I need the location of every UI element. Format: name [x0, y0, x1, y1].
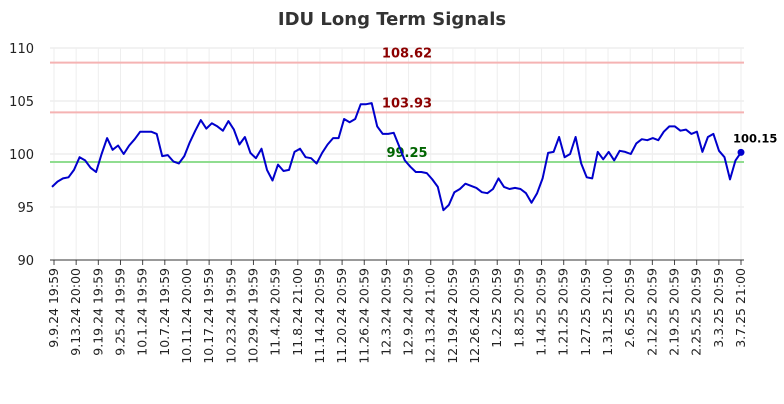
- x-tick-label: 2.25.25 20:59: [689, 268, 704, 356]
- x-tick-label: 10.29.24 19:59: [245, 268, 260, 364]
- last-value-marker: [737, 148, 745, 156]
- x-tick-label: 12.26.24 20:59: [467, 268, 482, 364]
- y-tick-label: 105: [9, 95, 34, 110]
- x-tick-label: 12.3.24 20:59: [378, 268, 393, 356]
- x-tick-label: 9.13.24 20:00: [68, 268, 83, 356]
- y-tick-label: 90: [17, 254, 34, 269]
- chart-title: IDU Long Term Signals: [278, 9, 506, 30]
- last-value-label: 100.15: [733, 131, 777, 145]
- x-tick-label: 11.26.24 20:59: [356, 268, 371, 364]
- x-tick-label: 3.3.25 20:59: [711, 268, 726, 348]
- x-tick-label: 1.14.25 20:59: [534, 268, 549, 356]
- x-tick-label: 11.14.24 20:59: [312, 268, 327, 364]
- signal-lines: 108.62 103.93 99.25: [50, 47, 744, 163]
- series-layer: 100.15: [51, 102, 777, 212]
- x-tick-label: 12.19.24 20:59: [445, 268, 460, 364]
- x-tick-label: 9.9.24 19:59: [46, 268, 61, 348]
- x-tick-label: 12.13.24 21:00: [423, 268, 438, 364]
- x-tick-label: 11.20.24 20:59: [334, 268, 349, 364]
- x-tick-label: 10.1.24 19:59: [135, 268, 150, 356]
- price-line: [51, 102, 742, 212]
- x-tick-label: 2.19.25 20:59: [667, 268, 682, 356]
- x-tick-label: 10.23.24 19:59: [223, 268, 238, 364]
- x-tick-label: 1.8.25 20:59: [511, 268, 526, 348]
- grid: [50, 47, 744, 261]
- x-tick-label: 1.21.25 20:59: [556, 268, 571, 356]
- x-tick-label: 1.2.25 20:59: [489, 268, 504, 348]
- x-tick-label: 10.11.24 20:00: [179, 268, 194, 364]
- x-tick-label: 3.7.25 21:00: [733, 268, 748, 348]
- x-tick-label: 11.4.24 20:59: [268, 268, 283, 356]
- signal-label: 99.25: [386, 146, 427, 161]
- x-tick-label: 9.25.24 19:59: [112, 268, 127, 356]
- y-tick-label: 100: [9, 148, 34, 163]
- x-tick-label: 2.6.25 20:59: [622, 268, 637, 348]
- signal-label: 108.62: [382, 47, 432, 62]
- x-tick-label: 10.7.24 19:59: [157, 268, 172, 356]
- axes: 90 95 100 105 110 9.9.24 19:59 9.13.24 20:00 9.…: [9, 42, 748, 364]
- x-tick-label: 11.8.24 21:00: [290, 268, 305, 356]
- x-tick-label: 1.31.25 21:00: [600, 268, 615, 356]
- y-tick-label: 110: [9, 42, 34, 57]
- x-tick-label: 1.27.25 20:59: [578, 268, 593, 356]
- signal-label: 103.93: [382, 96, 432, 111]
- y-tick-label: 95: [17, 201, 34, 216]
- x-tick-label: 10.17.24 19:59: [201, 268, 216, 364]
- x-tick-label: 9.19.24 19:59: [90, 268, 105, 356]
- x-tick-label: 2.12.25 20:59: [644, 268, 659, 356]
- x-tick-label: 12.9.24 20:59: [401, 268, 416, 356]
